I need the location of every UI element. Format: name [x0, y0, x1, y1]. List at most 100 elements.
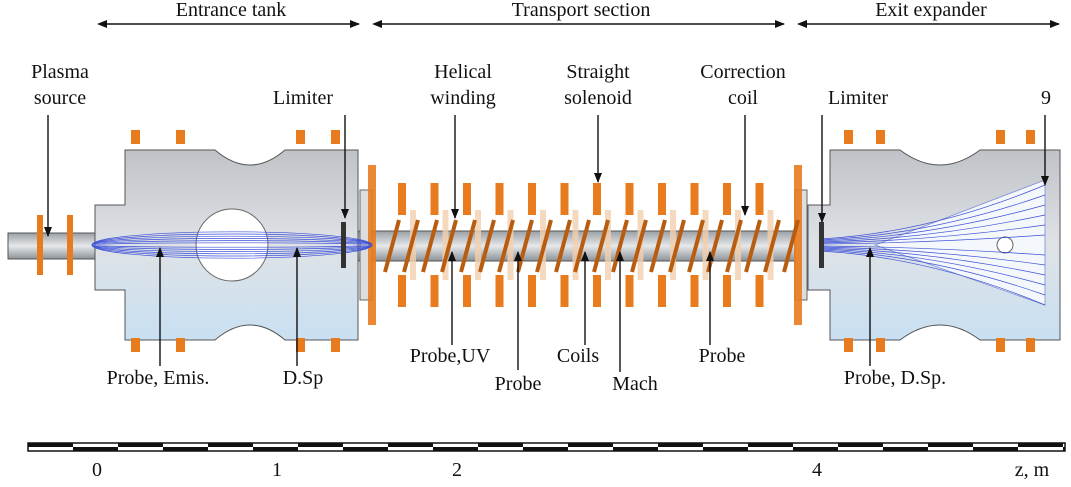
coil	[560, 275, 569, 307]
field-line	[819, 247, 1046, 276]
coil	[495, 183, 504, 215]
scale-segment	[523, 447, 568, 451]
coil	[331, 130, 340, 144]
label: D.Sp	[283, 367, 324, 389]
field-line	[91, 231, 373, 259]
arrow-head	[372, 20, 382, 28]
scale-segment	[118, 443, 163, 447]
coil	[735, 210, 741, 280]
scale-segment	[748, 443, 793, 447]
helical-winding	[554, 219, 572, 273]
coil	[702, 210, 709, 280]
scale-segment	[163, 447, 208, 451]
scale-segment	[388, 443, 433, 447]
scale-segment	[793, 447, 838, 451]
coil	[844, 338, 853, 352]
coil	[463, 183, 471, 215]
label: Limiter	[273, 87, 333, 109]
field-line	[819, 250, 1046, 306]
coil	[876, 338, 885, 352]
coil	[176, 130, 185, 144]
helical-winding	[459, 219, 477, 273]
label: source	[34, 87, 86, 109]
coil	[876, 130, 885, 144]
scale-label: 0	[92, 459, 102, 481]
helical-winding	[383, 219, 401, 273]
label: Mach	[612, 373, 658, 395]
coil	[593, 183, 601, 215]
field-line	[819, 248, 1046, 286]
helical-winding	[687, 219, 705, 273]
coil	[528, 275, 536, 307]
coil	[625, 183, 634, 215]
field-line	[819, 246, 1046, 266]
section-title: Exit expander	[875, 0, 987, 21]
coil	[755, 275, 764, 307]
scale-segment	[433, 447, 478, 451]
label: Straight	[566, 61, 630, 83]
arrow-head	[97, 20, 107, 28]
helical-winding	[421, 219, 439, 273]
scale-segment	[253, 447, 298, 451]
coil	[442, 210, 449, 280]
label: Correction	[700, 61, 786, 83]
scale-segment	[568, 443, 613, 447]
helical-winding	[516, 219, 534, 273]
coil	[560, 183, 569, 215]
scale-segment	[883, 447, 928, 451]
field-line	[819, 234, 1046, 245]
coil	[1026, 338, 1035, 352]
coil	[690, 275, 699, 307]
label: 9	[1041, 87, 1051, 109]
coil	[996, 338, 1005, 352]
coil	[755, 183, 764, 215]
label: Probe, D.Sp.	[844, 367, 946, 389]
scale-segment	[928, 443, 973, 447]
label: coil	[728, 87, 758, 109]
coil	[331, 338, 340, 352]
coil	[176, 338, 185, 352]
coil	[658, 275, 666, 307]
coil	[658, 183, 666, 215]
annotation-arrows	[44, 115, 1049, 372]
coil	[475, 210, 481, 280]
device-drawing	[7, 149, 1061, 341]
coil	[605, 210, 611, 280]
label: Probe,UV	[410, 345, 491, 367]
helical-winding	[782, 219, 800, 273]
helical-winding	[402, 219, 420, 273]
coil	[507, 210, 514, 280]
scale-bar	[27, 442, 1066, 452]
label: Limiter	[828, 87, 888, 109]
label: Probe, Emis.	[107, 367, 210, 389]
helical-winding	[592, 219, 610, 273]
coil	[430, 275, 439, 307]
coil	[1026, 130, 1035, 144]
coil	[593, 275, 601, 307]
label: solenoid	[564, 87, 632, 109]
helical-winding	[611, 219, 629, 273]
limiter	[819, 222, 824, 268]
coil	[625, 275, 634, 307]
scale-segment	[343, 447, 388, 451]
scale-segment	[298, 443, 343, 447]
scale-segment	[658, 443, 703, 447]
scale-segment	[478, 443, 523, 447]
coil	[296, 130, 305, 144]
label: Probe	[699, 345, 746, 367]
field-line	[819, 249, 1046, 296]
limiter	[341, 222, 346, 268]
helical-winding	[573, 219, 591, 273]
coil	[296, 338, 305, 352]
field-line	[819, 184, 1046, 240]
scale-label: 1	[272, 459, 282, 481]
scale-segment	[208, 443, 253, 447]
section-title: Entrance tank	[176, 0, 287, 21]
field-line	[819, 204, 1046, 242]
scale-segment	[1063, 447, 1065, 451]
coil	[37, 215, 43, 275]
coil	[794, 165, 802, 325]
field-lines	[91, 184, 1046, 306]
helical-winding	[668, 219, 686, 273]
